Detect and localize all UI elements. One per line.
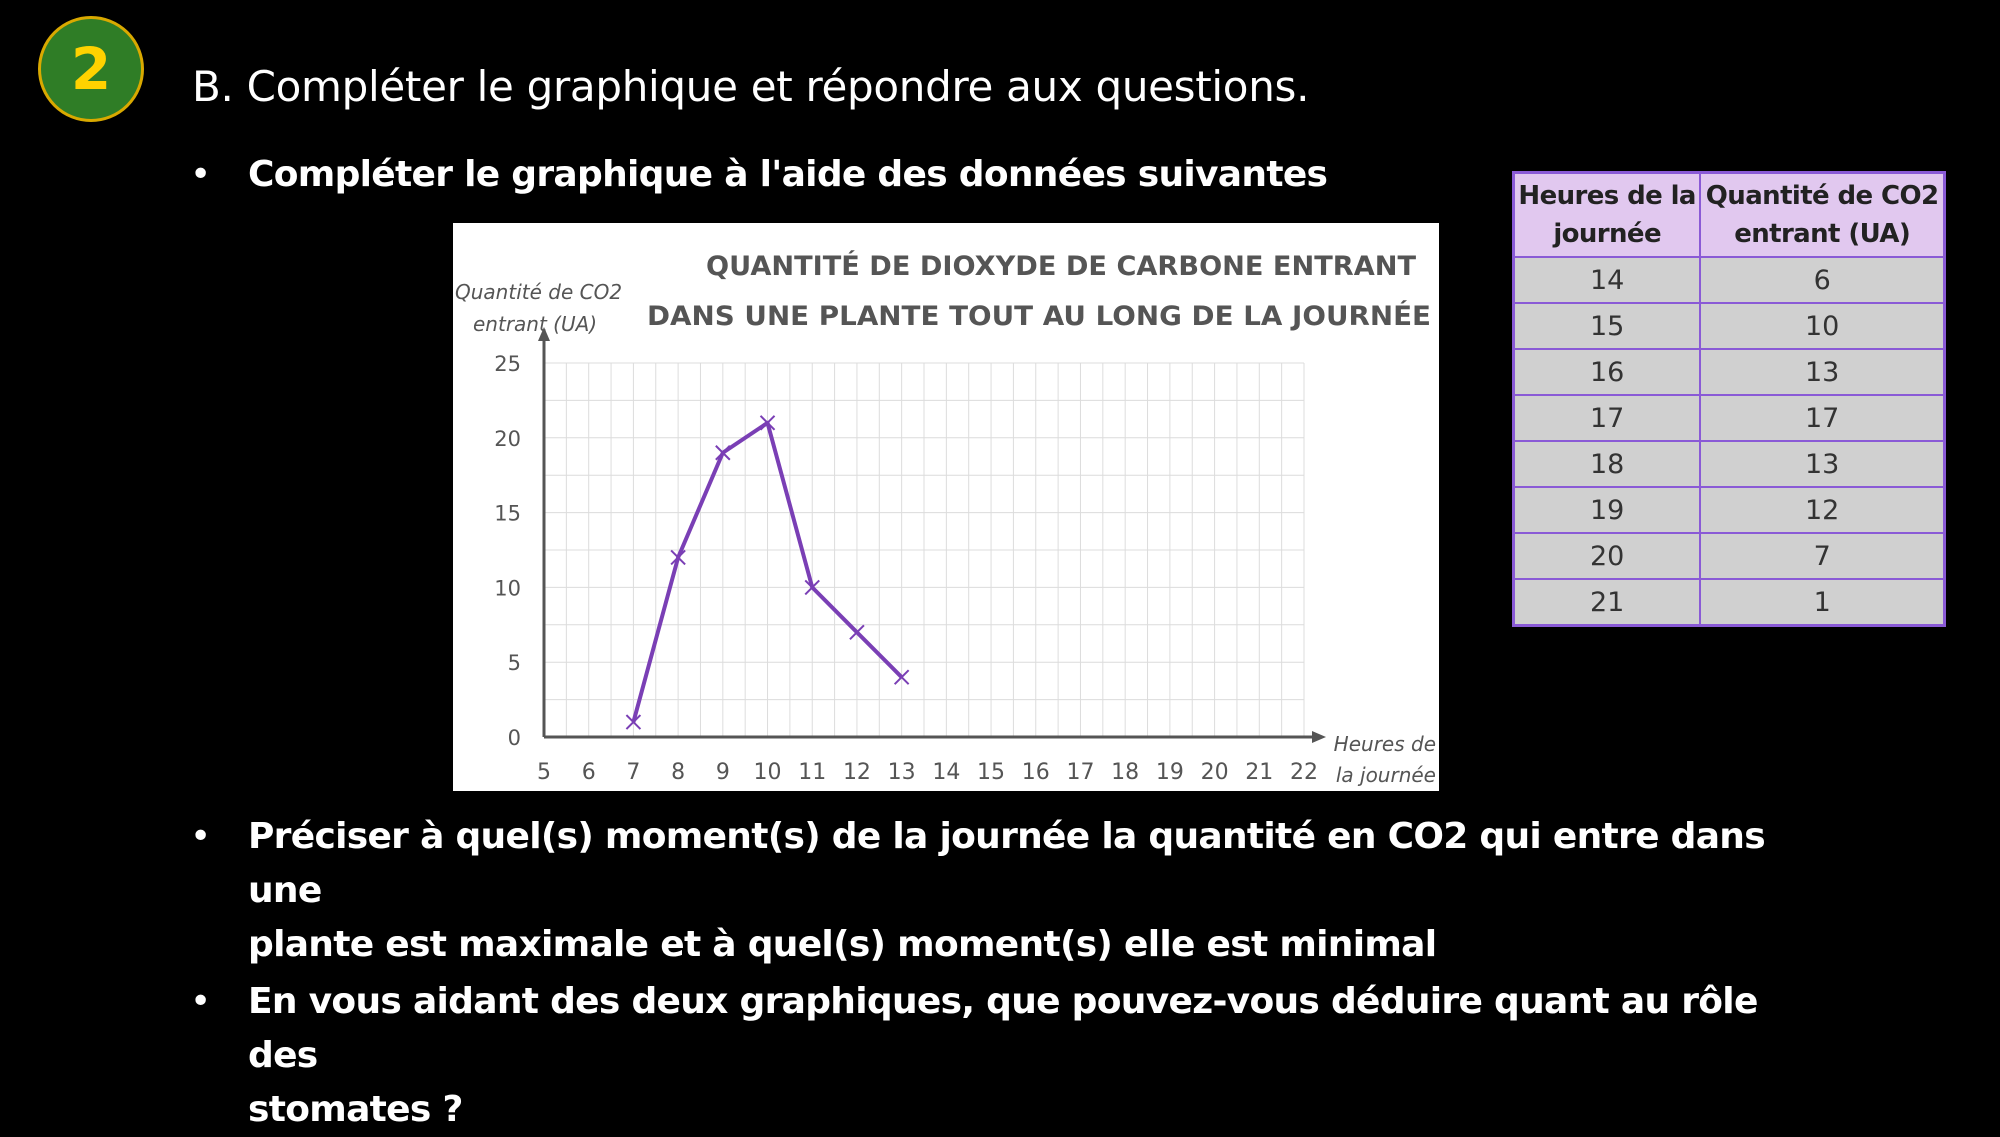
table-cell-hour: 18 [1512,440,1702,488]
x-tick-label: 10 [754,760,782,785]
x-tick-label: 13 [888,760,916,785]
table-cell-hour: 16 [1512,348,1702,396]
table-cell-co2: 12 [1699,486,1946,534]
x-tick-label: 22 [1290,760,1318,785]
instruction-text: Compléter le graphique à l'aide des donn… [248,154,1328,195]
y-tick-label: 0 [508,726,521,750]
x-axis-label: la journée [1336,763,1436,787]
chart-title-line: DANS UNE PLANTE TOUT AU LONG DE LA JOURN… [647,300,1431,332]
table-cell-co2: 13 [1699,348,1946,396]
question-line: Préciser à quel(s) moment(s) de la journ… [248,816,1766,911]
header-line: journée [1553,219,1661,249]
x-tick-label: 15 [977,760,1005,785]
x-tick-label: 17 [1066,760,1094,785]
column-header-co2: Quantité de CO2 entrant (UA) [1699,171,1946,258]
x-axis-arrow [1312,731,1326,743]
table-cell-hour: 21 [1512,578,1702,627]
x-tick-label: 12 [843,760,871,785]
question-line: stomates ? [248,1089,463,1130]
data-point-marker [849,624,865,640]
y-axis-label: entrant (UA) [473,312,597,336]
header-line: Quantité de CO2 [1705,181,1939,211]
table-cell-co2: 17 [1699,394,1946,442]
question-line: plante est maximale et à quel(s) moment(… [248,924,1437,965]
y-tick-label: 15 [494,502,521,526]
table-cell-co2: 6 [1699,256,1946,304]
data-point-marker [625,714,642,730]
table-row: 18 13 [1512,440,1946,488]
table-cell-co2: 13 [1699,440,1946,488]
bullet-marker: • [190,816,211,857]
x-tick-label: 19 [1156,760,1184,785]
table-row: 14 6 [1512,256,1946,304]
question-max-min: • Préciser à quel(s) moment(s) de la jou… [190,810,1830,972]
y-axis-arrow [538,327,550,341]
x-tick-label: 9 [716,760,730,785]
bullet-marker: • [190,981,211,1022]
bullet-marker: • [190,154,211,195]
header-line: entrant (UA) [1734,219,1911,249]
x-tick-label: 14 [932,760,960,785]
table-header-row: Heures de la journée Quantité de CO2 ent… [1512,171,1946,258]
y-tick-label: 25 [494,352,521,376]
y-tick-label: 5 [508,651,521,675]
x-tick-label: 18 [1111,760,1139,785]
table-row: 16 13 [1512,348,1946,396]
table-cell-co2: 7 [1699,532,1946,580]
step-number-badge: 2 [38,16,144,122]
table-cell-co2: 10 [1699,302,1946,350]
y-tick-label: 20 [494,427,521,451]
x-tick-label: 8 [671,760,685,785]
data-point-marker [715,445,731,461]
table-cell-hour: 14 [1512,256,1702,304]
data-table: Heures de la journée Quantité de CO2 ent… [1512,171,1946,627]
page-title: B. Compléter le graphique et répondre au… [192,62,1310,111]
data-point-marker [759,415,776,431]
table-cell-hour: 17 [1512,394,1702,442]
x-tick-label: 16 [1022,760,1050,785]
header-line: Heures de la [1518,181,1696,211]
x-axis-label: Heures de [1334,732,1436,756]
table-cell-hour: 15 [1512,302,1702,350]
column-header-hours: Heures de la journée [1512,171,1702,258]
chart-title-line: QUANTITÉ DE DIOXYDE DE CARBONE ENTRANT [706,250,1417,282]
table-cell-hour: 19 [1512,486,1702,534]
table-cell-hour: 20 [1512,532,1702,580]
x-tick-label: 6 [582,760,596,785]
table-cell-co2: 1 [1699,578,1946,627]
table-row: 19 12 [1512,486,1946,534]
x-tick-label: 20 [1201,760,1229,785]
data-point-marker [893,669,910,685]
table-row: 15 10 [1512,302,1946,350]
table-row: 17 17 [1512,394,1946,442]
data-point-marker [804,579,820,596]
chart-svg: 5 6 7 8 9 10 11 12 13 14 15 16 17 18 19 20 21 22051015202… [455,250,1436,787]
question-stomata-role: • En vous aidant des deux graphiques, qu… [190,975,1830,1137]
question-line: En vous aidant des deux graphiques, que … [248,981,1758,1076]
co2-line-chart: 5 6 7 8 9 10 11 12 13 14 15 16 17 18 19 20 21 22 0 5 10 15 20 2… [453,223,1439,791]
y-tick-label: 10 [494,576,521,600]
x-tick-label: 21 [1245,760,1273,785]
x-tick-label: 7 [626,760,640,785]
table-row: 21 1 [1512,578,1946,627]
instruction-complete-graph: • Compléter le graphique à l'aide des do… [190,148,1830,202]
table-row: 20 7 [1512,532,1946,580]
x-tick-label: 5 [537,760,551,785]
x-tick-label: 11 [798,760,826,785]
data-point-marker [670,549,686,566]
y-axis-label: Quantité de CO2 [455,280,622,304]
